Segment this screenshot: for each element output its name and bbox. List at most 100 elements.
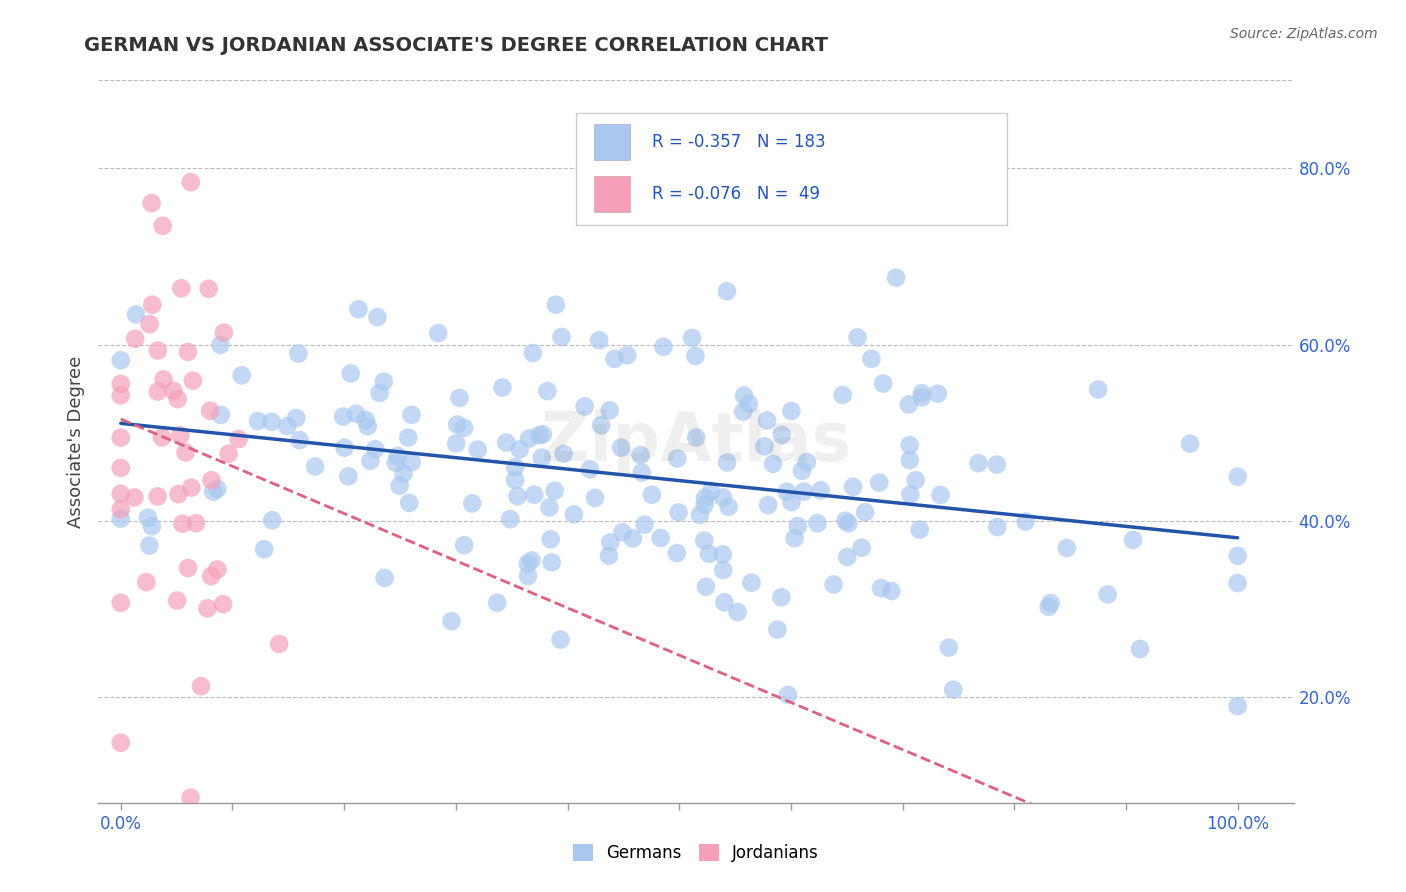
Point (446, 417, 468, 432)
Point (904, 473, 927, 487)
Point (579, 462, 602, 476)
Point (172, 516, 194, 531)
Point (536, 384, 558, 399)
Point (505, 460, 527, 475)
Point (790, 464, 813, 478)
Point (170, 281, 193, 295)
Point (695, 580, 717, 594)
Point (167, 487, 190, 501)
Point (793, 484, 815, 499)
Point (776, 688, 799, 702)
Point (146, 490, 169, 504)
Point (1039, 596, 1062, 610)
Point (344, 407, 367, 421)
Point (681, 331, 703, 345)
Point (727, 605, 749, 619)
Point (908, 523, 931, 537)
Point (110, 431, 132, 445)
Point (181, 374, 204, 388)
Point (440, 614, 463, 628)
Point (927, 386, 949, 401)
Point (860, 351, 883, 366)
Point (853, 505, 876, 519)
Point (851, 541, 873, 555)
Point (520, 553, 543, 567)
Point (373, 375, 395, 389)
Point (756, 413, 779, 427)
Point (733, 404, 755, 418)
Point (368, 386, 391, 401)
Point (200, 473, 222, 487)
Point (152, 372, 174, 386)
Point (212, 326, 235, 340)
Text: GERMAN VS JORDANIAN ASSOCIATE'S DEGREE CORRELATION CHART: GERMAN VS JORDANIAN ASSOCIATE'S DEGREE C… (84, 36, 828, 54)
Point (141, 519, 163, 533)
Point (384, 456, 406, 470)
Point (783, 531, 806, 545)
Point (599, 403, 621, 417)
Point (880, 584, 903, 599)
Point (522, 346, 544, 360)
Legend: Germans, Jordanians: Germans, Jordanians (568, 838, 824, 867)
Point (110, 487, 132, 501)
Point (842, 480, 865, 494)
Point (495, 435, 517, 450)
Point (198, 403, 221, 417)
FancyBboxPatch shape (595, 124, 630, 160)
Point (200, 569, 222, 583)
Point (207, 562, 229, 576)
Point (449, 391, 471, 405)
Point (770, 591, 793, 605)
Point (689, 508, 711, 522)
FancyBboxPatch shape (595, 176, 630, 211)
Y-axis label: Associate's Degree: Associate's Degree (66, 355, 84, 528)
Point (388, 478, 411, 492)
Point (610, 441, 633, 455)
Point (288, 433, 311, 447)
Point (461, 496, 484, 510)
Point (884, 270, 907, 285)
Point (398, 496, 420, 510)
Point (868, 475, 890, 490)
Point (685, 349, 707, 363)
Point (588, 334, 610, 348)
Point (190, 679, 212, 693)
Point (218, 447, 240, 461)
Point (231, 368, 253, 383)
Point (347, 302, 370, 317)
Point (612, 525, 634, 540)
Point (806, 516, 828, 531)
FancyBboxPatch shape (576, 112, 1007, 225)
Point (517, 569, 540, 583)
Point (1226, 699, 1249, 714)
Point (837, 516, 859, 531)
Point (453, 538, 475, 552)
Point (967, 456, 990, 470)
Point (333, 441, 356, 455)
Point (911, 391, 934, 405)
Point (911, 386, 934, 401)
Point (138, 539, 160, 553)
Point (668, 505, 690, 519)
Point (711, 548, 734, 562)
Point (942, 682, 965, 697)
Point (846, 330, 869, 344)
Point (354, 413, 377, 427)
Point (756, 498, 779, 512)
Point (599, 535, 621, 549)
Point (287, 346, 309, 360)
Point (531, 427, 554, 442)
Point (796, 455, 818, 469)
Point (276, 419, 298, 434)
Point (831, 388, 853, 402)
Text: R = -0.076   N =  49: R = -0.076 N = 49 (652, 185, 820, 202)
Point (693, 498, 716, 512)
Point (986, 458, 1008, 472)
Point (898, 438, 921, 452)
Point (110, 376, 132, 391)
Point (359, 454, 381, 468)
Point (387, 449, 409, 463)
Point (652, 340, 675, 354)
Point (453, 421, 475, 435)
Point (837, 550, 859, 565)
